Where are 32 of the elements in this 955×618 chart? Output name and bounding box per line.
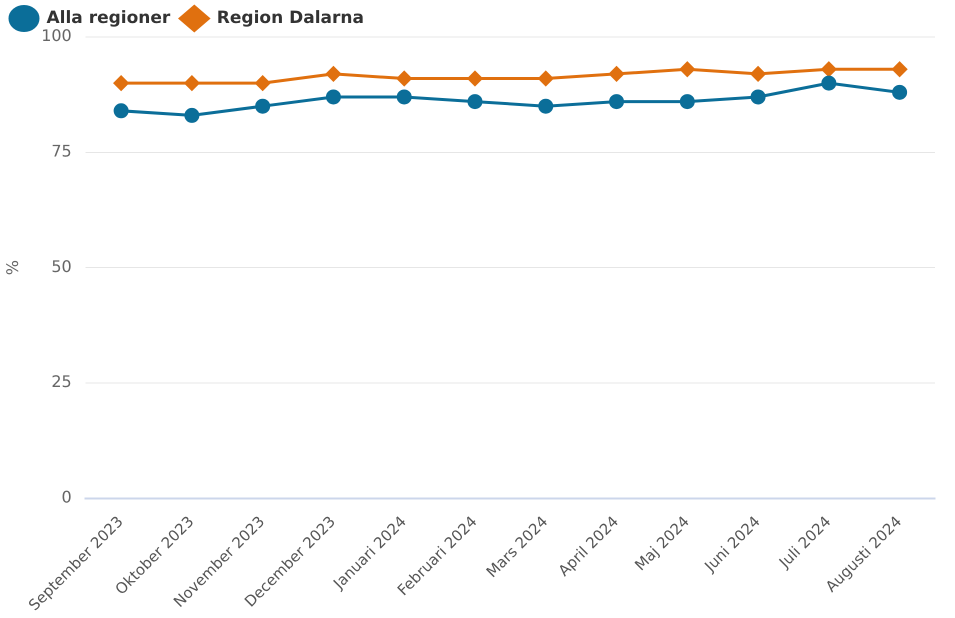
point: [184, 108, 200, 123]
y-tick-label: 25: [51, 372, 72, 392]
point: [467, 71, 482, 86]
point: [821, 62, 836, 77]
point: [467, 94, 482, 110]
point: [326, 66, 341, 82]
point: [750, 89, 766, 104]
legend-label: Alla regioner: [46, 8, 171, 28]
point: [680, 94, 695, 110]
point: [750, 66, 766, 82]
point: [396, 71, 412, 86]
point: [184, 76, 200, 91]
point: [609, 94, 624, 110]
point: [396, 89, 412, 104]
point: [892, 62, 908, 77]
point: [538, 71, 554, 86]
y-axis-title: %: [2, 260, 22, 276]
y-tick-label: 0: [62, 487, 72, 506]
y-tick-label: 100: [41, 26, 72, 46]
point: [538, 98, 554, 114]
point: [821, 76, 836, 91]
legend-label: Region Dalarna: [216, 8, 364, 28]
point: [326, 89, 341, 104]
point: [892, 84, 908, 100]
y-tick-label: 75: [51, 141, 72, 160]
point: [609, 66, 624, 82]
y-tick-label: 50: [51, 256, 72, 276]
point: [114, 76, 129, 91]
point: [255, 76, 270, 91]
point: [255, 98, 270, 114]
point: [114, 103, 129, 118]
point: [680, 62, 695, 77]
